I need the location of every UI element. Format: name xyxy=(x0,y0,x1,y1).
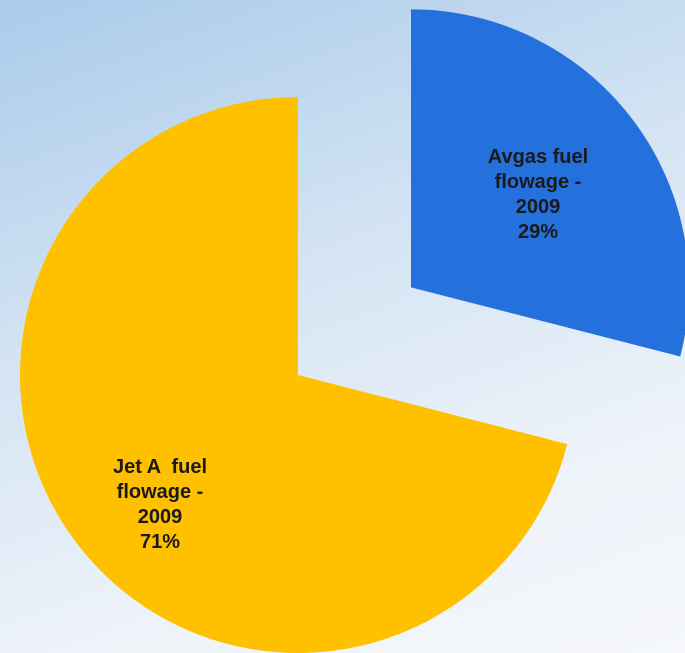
slice-label: Jet A fuel flowage - 2009 71% xyxy=(113,455,207,555)
value-label: 29% xyxy=(517,221,559,243)
category-label: Jet A fuel flowage - 2009 xyxy=(112,456,208,528)
pie-slice xyxy=(20,97,568,653)
value-label: 71% xyxy=(139,531,181,553)
slice-label: Avgas fuel flowage - 2009 29% xyxy=(488,145,588,245)
category-label: Avgas fuel flowage - 2009 xyxy=(487,146,589,218)
pie-slice xyxy=(410,9,685,357)
